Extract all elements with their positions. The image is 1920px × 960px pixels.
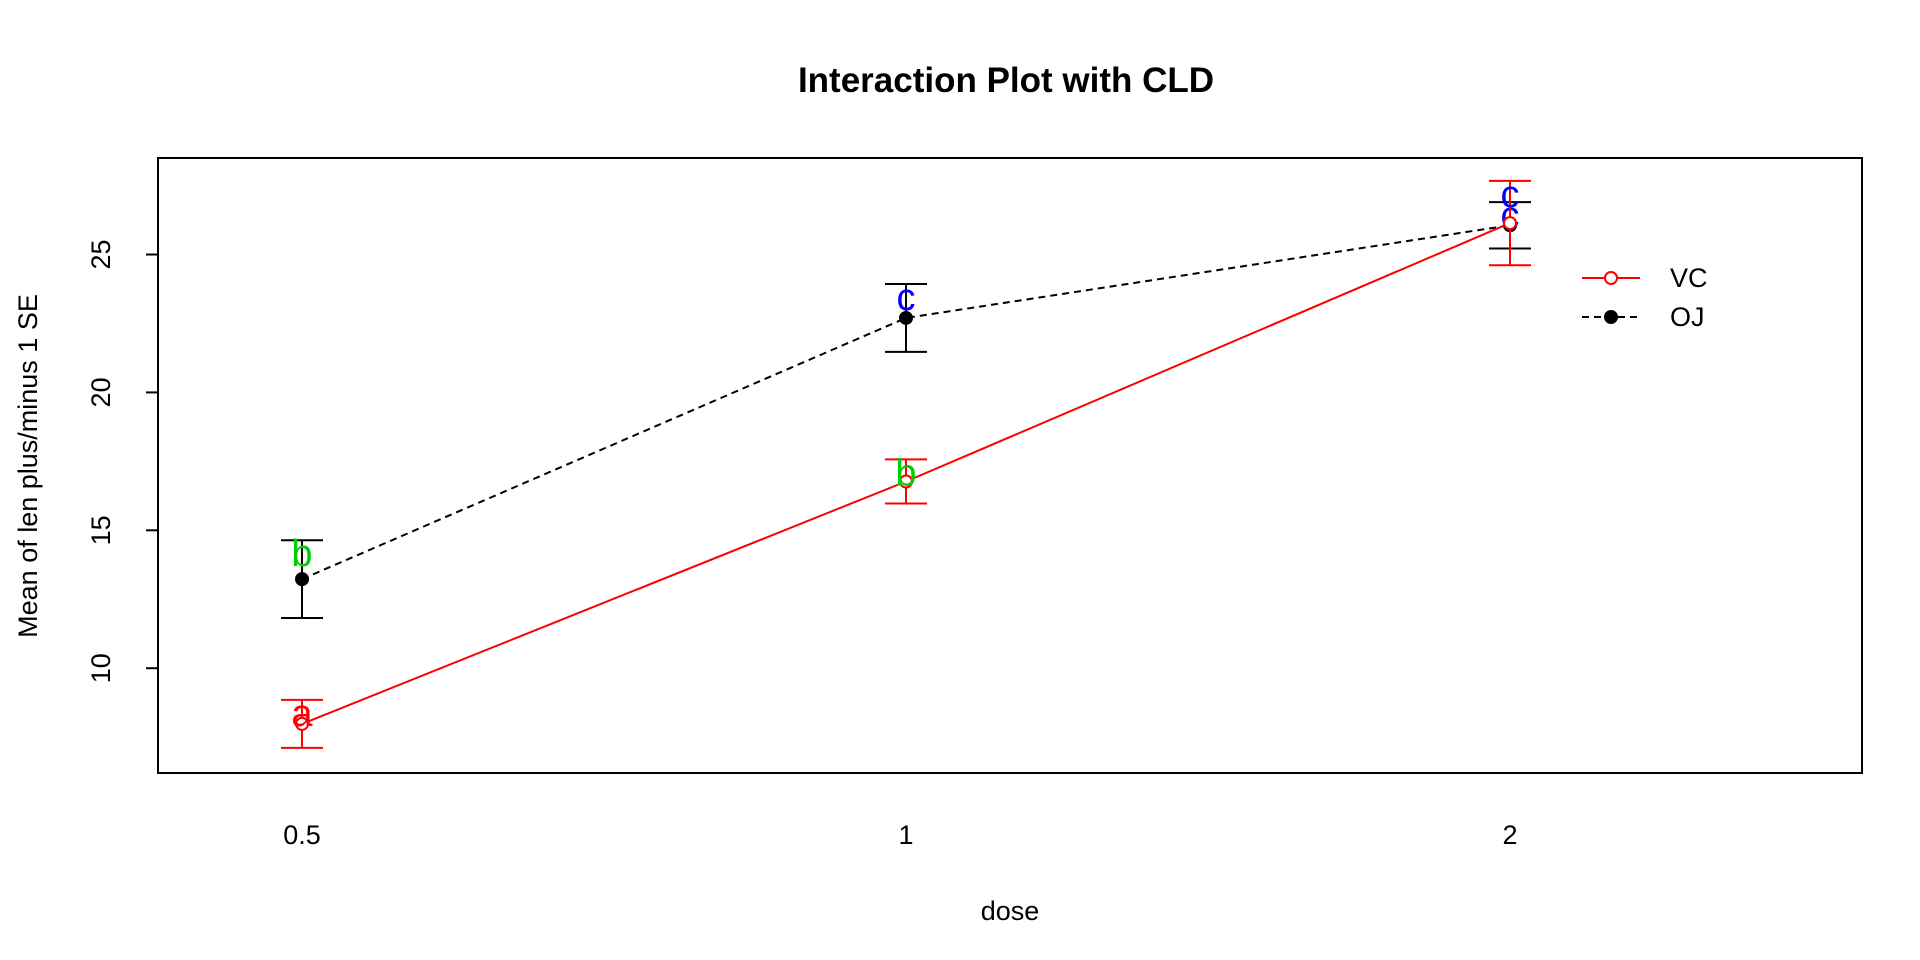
x-tick-label: 0.5 [283,820,321,850]
legend-label-vc: VC [1670,263,1708,293]
x-axis: 0.5 1 2 [283,820,1517,850]
data-point-vc [295,716,309,731]
series-oj: bcc [281,195,1531,620]
y-axis-label: Mean of len plus/minus 1 SE [13,294,43,638]
y-tick-label: 10 [86,653,116,683]
cld-label: c [1501,174,1520,216]
chart-title: Interaction Plot with CLD [798,61,1214,100]
legend-label-oj: OJ [1670,302,1705,332]
legend-marker-oj [1604,310,1618,324]
y-tick-label: 25 [86,240,116,270]
data-point-oj [899,310,913,325]
data-point-vc [1503,216,1517,231]
x-tick-label: 2 [1502,820,1517,850]
series-layer: b c ca b c [281,174,1531,749]
cld-label: a [291,693,313,735]
y-tick-label: 20 [86,377,116,407]
x-tick-label: 1 [898,820,913,850]
plot-area-box [157,157,1863,774]
legend: VC OJ [1582,263,1708,332]
cld-label: b [895,452,916,494]
data-point-vc [899,474,913,489]
data-point-oj [295,572,309,587]
cld-label: c [897,277,916,319]
cld-label: b [291,533,312,575]
x-axis-label: dose [981,896,1040,926]
series-vc: a b c [281,174,1531,749]
series-line-oj [301,224,1511,581]
y-axis: 10 15 20 25 [86,240,159,683]
y-tick-label: 15 [86,515,116,545]
legend-marker-vc [1604,271,1618,285]
